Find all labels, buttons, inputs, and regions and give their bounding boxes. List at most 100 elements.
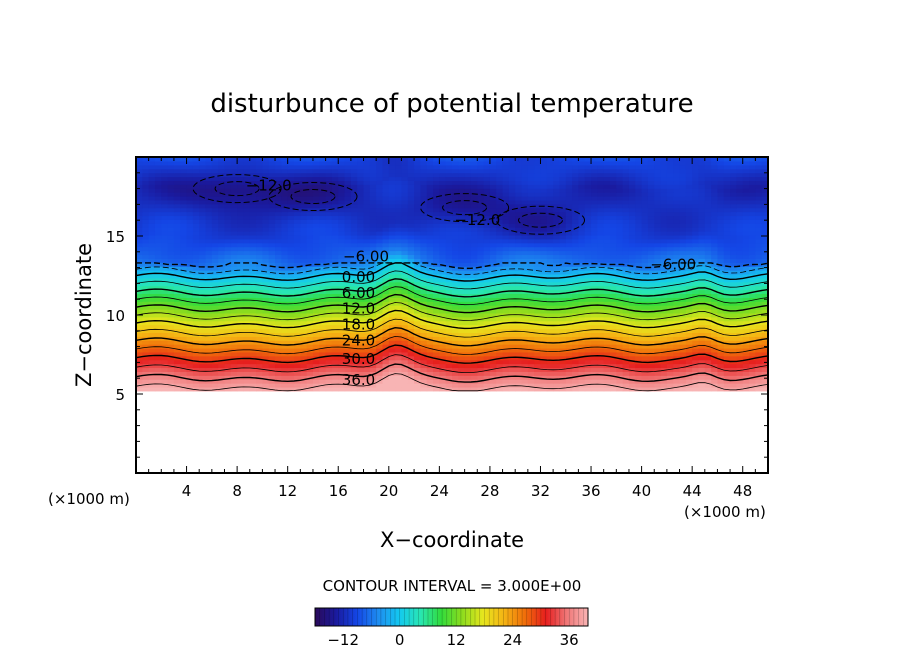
field-cell xyxy=(275,207,282,213)
field-cell xyxy=(717,347,725,353)
field-cell xyxy=(603,355,611,361)
field-cell xyxy=(527,215,535,220)
field-cell xyxy=(616,195,624,201)
field-cell xyxy=(268,242,276,248)
field-cell xyxy=(426,363,434,369)
field-cell xyxy=(230,340,238,345)
field-cell xyxy=(717,203,725,209)
field-cell xyxy=(388,270,396,275)
field-cell xyxy=(173,195,181,201)
field-cell xyxy=(489,207,497,213)
field-cell xyxy=(294,340,301,345)
field-cell xyxy=(641,246,649,252)
field-cell xyxy=(186,351,194,357)
field-cell xyxy=(673,289,681,295)
field-cell xyxy=(414,211,421,217)
field-cell xyxy=(300,250,308,256)
field-cell xyxy=(470,270,478,275)
field-cell xyxy=(275,383,282,388)
field-cell xyxy=(584,227,592,232)
field-cell xyxy=(477,211,485,217)
field-cell xyxy=(199,336,207,341)
field-cell xyxy=(508,215,516,220)
field-cell xyxy=(730,347,737,353)
field-cell xyxy=(294,227,301,232)
field-cell xyxy=(597,359,605,365)
field-cell xyxy=(730,227,737,232)
field-cell xyxy=(591,328,598,333)
field-cell xyxy=(243,246,251,252)
field-cell xyxy=(578,250,586,256)
field-cell xyxy=(192,367,200,372)
field-cell xyxy=(572,227,579,232)
field-cell xyxy=(331,250,339,256)
field-cell xyxy=(679,359,687,365)
field-cell xyxy=(369,203,377,209)
field-cell xyxy=(496,262,504,267)
field-cell xyxy=(578,320,586,326)
field-cell xyxy=(698,297,706,302)
field-cell xyxy=(445,234,453,240)
field-cell xyxy=(331,273,339,279)
field-cell xyxy=(237,320,245,326)
field-cell xyxy=(350,289,358,295)
field-cell xyxy=(742,371,750,376)
field-cell xyxy=(761,340,768,345)
field-cell xyxy=(395,211,403,217)
field-cell xyxy=(268,289,276,295)
field-cell xyxy=(262,351,270,357)
field-cell xyxy=(369,238,377,244)
field-cell xyxy=(395,336,403,341)
field-cell xyxy=(692,250,700,256)
field-cell xyxy=(553,375,561,380)
field-cell xyxy=(148,316,156,322)
field-cell xyxy=(641,199,649,205)
field-cell xyxy=(635,371,643,376)
field-cell xyxy=(730,242,737,248)
field-cell xyxy=(319,301,327,306)
field-cell xyxy=(154,347,162,353)
field-cell xyxy=(382,312,390,318)
field-cell xyxy=(666,305,674,310)
field-cell xyxy=(268,270,276,275)
field-cell xyxy=(521,266,529,271)
field-cell xyxy=(647,199,655,205)
field-cell xyxy=(161,383,169,388)
field-cell xyxy=(496,367,504,372)
field-cell xyxy=(414,199,421,205)
field-cell xyxy=(692,301,700,306)
field-cell xyxy=(572,363,579,369)
field-cell xyxy=(546,363,554,369)
field-cell xyxy=(559,328,567,333)
field-cell xyxy=(616,277,624,283)
field-cell xyxy=(458,234,466,240)
field-cell xyxy=(224,351,232,357)
field-cell xyxy=(401,320,409,326)
field-cell xyxy=(464,309,472,314)
field-cell xyxy=(338,379,346,384)
field-cell xyxy=(211,207,219,213)
field-cell xyxy=(325,316,333,322)
field-cell xyxy=(508,344,516,349)
field-cell xyxy=(300,238,308,244)
field-cell xyxy=(660,219,668,224)
field-cell xyxy=(205,227,213,232)
field-cell xyxy=(287,215,295,220)
field-cell xyxy=(761,227,768,232)
field-cell xyxy=(218,293,226,298)
field-cell xyxy=(527,223,535,228)
field-cell xyxy=(433,242,440,248)
field-cell xyxy=(591,297,598,302)
field-cell xyxy=(761,231,768,236)
field-cell xyxy=(584,371,592,376)
field-cell xyxy=(205,207,213,213)
field-cell xyxy=(673,277,681,283)
field-cell xyxy=(578,215,586,220)
field-cell xyxy=(755,277,763,283)
field-cell xyxy=(496,363,504,369)
field-cell xyxy=(685,347,693,353)
field-cell xyxy=(306,195,314,201)
field-cell xyxy=(496,207,504,213)
field-cell xyxy=(647,254,655,259)
field-cell xyxy=(660,375,668,380)
